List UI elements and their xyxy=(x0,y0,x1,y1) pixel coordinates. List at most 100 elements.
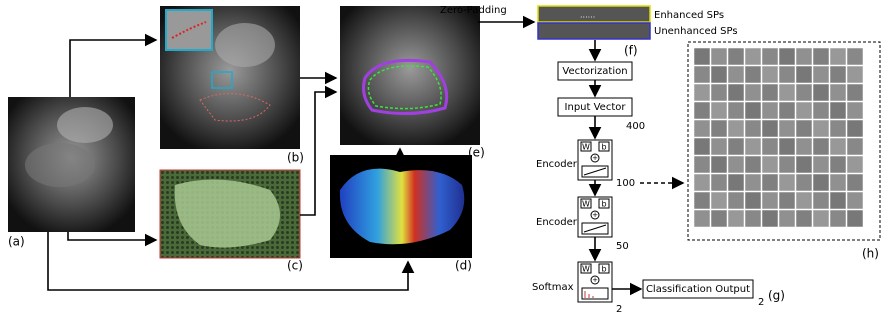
feature-tile xyxy=(728,138,744,155)
feature-tile xyxy=(694,156,710,173)
feature-tile xyxy=(830,210,846,227)
feature-tile xyxy=(711,66,727,83)
feature-tile xyxy=(779,156,795,173)
feature-tile xyxy=(796,174,812,191)
feature-tile xyxy=(711,210,727,227)
feature-tile xyxy=(813,102,829,119)
weight: W xyxy=(582,200,590,209)
feature-tile xyxy=(694,66,710,83)
feature-tile xyxy=(762,102,778,119)
panel-label: (b) xyxy=(287,151,304,165)
feature-tile xyxy=(830,156,846,173)
feature-tile xyxy=(762,84,778,101)
feature-tile xyxy=(745,66,761,83)
feature-tile xyxy=(711,174,727,191)
legend-unenhanced: Unenhanced SPs xyxy=(654,26,738,37)
feature-tile xyxy=(830,192,846,209)
feature-tile xyxy=(694,174,710,191)
feature-tile xyxy=(813,120,829,137)
feature-tile xyxy=(762,48,778,65)
feature-tile xyxy=(745,156,761,173)
feature-tile xyxy=(796,120,812,137)
feature-tile xyxy=(728,102,744,119)
feature-tile xyxy=(711,156,727,173)
feature-tile xyxy=(796,102,812,119)
feature-tile xyxy=(813,156,829,173)
dots: ...... xyxy=(580,11,595,20)
feature-tile xyxy=(813,84,829,101)
softmax-size: 2 xyxy=(616,304,622,313)
feature-tile xyxy=(813,66,829,83)
feature-tile xyxy=(762,66,778,83)
image-b xyxy=(160,6,300,149)
feature-tile xyxy=(762,120,778,137)
feature-tile xyxy=(711,120,727,137)
figure: (a) (b) (c) (d) (e) Zero-Padding ...... … xyxy=(0,0,887,313)
panel-label: (g) xyxy=(768,289,785,303)
feature-tile xyxy=(830,138,846,155)
weight: W xyxy=(582,265,590,274)
plus: + xyxy=(592,211,598,219)
output: Classification Output xyxy=(646,284,750,295)
feature-tile xyxy=(762,174,778,191)
feature-tile xyxy=(745,84,761,101)
feature-tile xyxy=(779,84,795,101)
feature-tile xyxy=(847,174,863,191)
encoder2-label: Encoder xyxy=(536,217,578,228)
feature-tile xyxy=(796,84,812,101)
feature-tile xyxy=(813,48,829,65)
feature-tile xyxy=(813,174,829,191)
feature-tile xyxy=(847,156,863,173)
feature-tile xyxy=(745,138,761,155)
feature-tile xyxy=(830,102,846,119)
activation-box xyxy=(582,288,608,299)
panel-label: (e) xyxy=(468,146,485,160)
feature-tile xyxy=(745,102,761,119)
feature-tile xyxy=(745,174,761,191)
panel-label: (c) xyxy=(287,259,303,273)
feature-tile xyxy=(779,48,795,65)
feature-tile xyxy=(762,210,778,227)
feature-tile xyxy=(779,174,795,191)
feature-tile xyxy=(796,192,812,209)
weight: W xyxy=(582,143,590,152)
softmax-label: Softmax xyxy=(532,282,574,293)
feature-tile xyxy=(847,66,863,83)
feature-tile xyxy=(745,210,761,227)
feature-tile xyxy=(711,192,727,209)
feature-tile xyxy=(745,48,761,65)
input-size: 400 xyxy=(626,121,645,132)
feature-tile xyxy=(728,120,744,137)
feature-tile xyxy=(728,66,744,83)
vectorization: Vectorization xyxy=(562,66,627,77)
plus: + xyxy=(592,154,598,162)
feature-tile xyxy=(711,84,727,101)
bias: b xyxy=(601,265,606,274)
image-d xyxy=(330,155,472,258)
feature-tile xyxy=(711,48,727,65)
input-vector: Input Vector xyxy=(565,102,627,113)
feature-tile xyxy=(830,48,846,65)
bias: b xyxy=(601,143,606,152)
panel-label: (h) xyxy=(862,247,879,261)
feature-tile xyxy=(779,102,795,119)
panel-label: (a) xyxy=(8,235,25,249)
output-size: 2 xyxy=(758,297,764,308)
feature-tile xyxy=(796,156,812,173)
feature-tile xyxy=(728,84,744,101)
feature-tile xyxy=(711,138,727,155)
feature-tile xyxy=(813,192,829,209)
feature-tile xyxy=(745,192,761,209)
plus: + xyxy=(592,276,598,284)
feature-tile xyxy=(779,120,795,137)
feature-tile xyxy=(779,192,795,209)
feature-tile xyxy=(694,192,710,209)
feature-tile xyxy=(728,192,744,209)
image-c xyxy=(160,170,300,258)
feature-tile xyxy=(847,192,863,209)
encoder2-size: 50 xyxy=(616,241,629,252)
feature-tile xyxy=(779,210,795,227)
feature-tile xyxy=(830,84,846,101)
feature-tile xyxy=(813,210,829,227)
feature-tile xyxy=(762,156,778,173)
